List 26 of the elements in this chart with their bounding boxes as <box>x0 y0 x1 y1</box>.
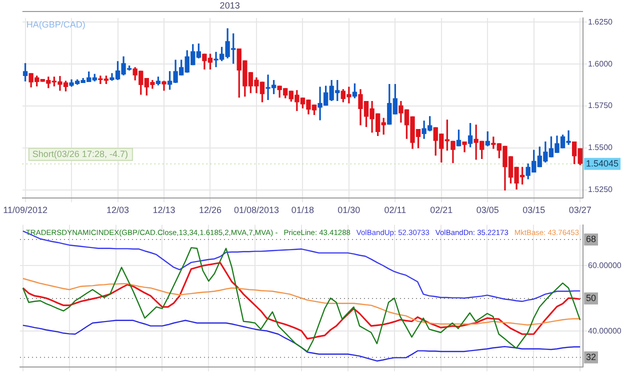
x-tick-label: 12/26 <box>198 205 222 216</box>
ref-line-label: 32 <box>586 352 596 362</box>
x-tick-label: 11/09/2012 <box>3 205 48 216</box>
annotation: Short(03/26 17:28, -4.7) <box>32 148 128 159</box>
x-tick-label: 01/18 <box>291 205 314 216</box>
y-tick-label: 1.6250 <box>588 17 614 26</box>
x-tick-label: 01/08/2013 <box>234 205 279 216</box>
x-tick-label: 03/05 <box>476 205 499 216</box>
x-tick-label: 12/13 <box>152 205 176 216</box>
ref-line-label: 1.54045 <box>586 158 619 168</box>
y-tick-label: 1.5500 <box>588 143 614 152</box>
y-tick-label: 60.00000 <box>588 260 622 270</box>
y-tick-label: 1.5250 <box>588 185 614 194</box>
ref-line-label: 50 <box>586 292 596 303</box>
ref-line-label: 68 <box>586 234 596 244</box>
text: 2013 <box>220 0 240 10</box>
x-tick-label: 03/27 <box>568 205 592 216</box>
x-tick-label: 03/15 <box>522 205 546 216</box>
y-tick-label: 40.00000 <box>588 326 622 336</box>
x-tick-label: 02/11 <box>384 205 406 216</box>
x-tick-label: 01/30 <box>338 205 360 216</box>
y-tick-label: 1.5750 <box>588 101 614 110</box>
chart-title: HA(GBP/CAD) <box>26 19 86 30</box>
x-tick-label: 02/21 <box>430 205 453 216</box>
y-tick-label: 1.6000 <box>588 59 614 68</box>
x-tick-label: 12/03 <box>106 205 130 216</box>
